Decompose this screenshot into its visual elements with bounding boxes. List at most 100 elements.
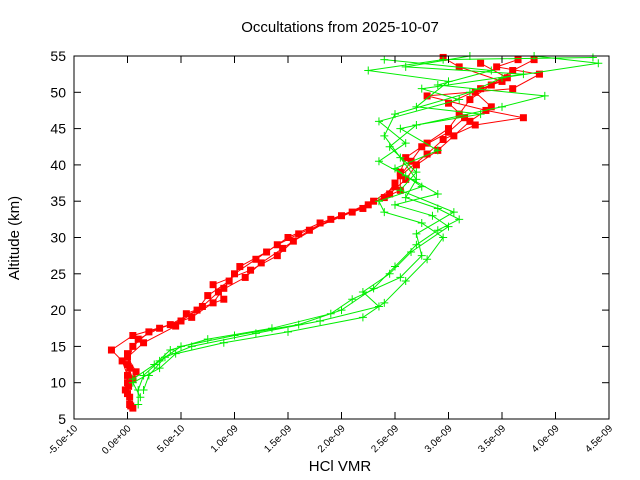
y-tick-label: 45	[50, 121, 66, 137]
series-layer	[107, 52, 603, 412]
data-point	[188, 313, 196, 321]
data-point	[140, 339, 148, 347]
data-point	[358, 313, 367, 322]
data-point	[391, 183, 399, 191]
data-point	[417, 218, 426, 227]
data-point	[374, 302, 383, 311]
data-point	[305, 226, 313, 234]
x-tick-label: 1.0e-09	[209, 423, 241, 455]
data-point	[107, 346, 115, 354]
data-point	[396, 186, 405, 195]
data-point	[444, 77, 453, 86]
series-line	[137, 55, 599, 405]
data-point	[493, 63, 501, 71]
data-point	[348, 208, 356, 216]
data-point	[401, 277, 410, 286]
x-tick-label: 4.5e-09	[583, 423, 615, 455]
data-point	[364, 66, 373, 75]
data-point	[380, 131, 389, 140]
data-point	[326, 309, 335, 318]
data-point	[225, 277, 233, 285]
y-tick-label: 25	[50, 266, 66, 282]
x-tick-label: 4.0e-09	[530, 423, 562, 455]
series-line	[126, 59, 542, 387]
data-point	[263, 248, 271, 256]
data-point	[370, 197, 378, 205]
data-point	[417, 251, 426, 260]
data-point	[445, 128, 452, 136]
data-point	[385, 269, 394, 278]
series-line	[132, 57, 594, 380]
data-point	[380, 208, 389, 217]
data-point	[509, 67, 517, 75]
data-point	[412, 168, 421, 177]
data-point	[144, 371, 153, 380]
data-point	[121, 386, 129, 394]
data-point	[386, 190, 394, 198]
x-tick-label: -5.0e-10	[46, 423, 80, 457]
y-tick-label: 20	[50, 302, 66, 318]
data-point	[423, 150, 431, 158]
data-point	[402, 154, 410, 162]
data-point	[203, 335, 212, 344]
y-tick-label: 55	[50, 48, 66, 64]
data-point	[127, 402, 135, 410]
data-point	[220, 284, 228, 292]
data-point	[380, 298, 389, 307]
data-point	[412, 229, 421, 238]
data-point	[401, 139, 410, 148]
series-2	[128, 52, 603, 409]
data-point	[423, 139, 431, 147]
data-point	[428, 211, 437, 220]
data-point	[136, 393, 145, 402]
data-point	[166, 346, 175, 355]
data-point	[466, 96, 474, 104]
data-point	[236, 263, 244, 271]
data-point	[124, 379, 131, 387]
data-point	[364, 201, 372, 209]
data-point	[125, 382, 133, 390]
data-point	[471, 121, 479, 129]
x-tick-label: 3.5e-09	[476, 423, 508, 455]
data-point	[385, 142, 394, 151]
data-point	[134, 335, 142, 343]
data-point	[455, 110, 463, 118]
data-point	[267, 324, 276, 333]
data-point	[433, 81, 442, 90]
data-point	[509, 85, 517, 93]
data-point	[129, 342, 137, 350]
chart-title: Occultations from 2025-10-07	[241, 19, 439, 36]
data-point	[150, 360, 159, 369]
data-point	[396, 273, 405, 282]
data-point	[503, 74, 511, 82]
data-point	[487, 103, 495, 111]
data-point	[316, 219, 324, 227]
data-point	[540, 91, 549, 100]
data-point	[359, 204, 367, 212]
y-tick-label: 5	[58, 411, 66, 427]
y-tick-label: 40	[50, 157, 66, 173]
data-point	[204, 292, 212, 300]
data-point	[445, 99, 452, 107]
data-point	[588, 53, 597, 62]
data-point	[374, 157, 383, 166]
data-point	[423, 255, 432, 264]
data-point	[348, 295, 357, 304]
data-point	[279, 244, 287, 252]
data-point	[433, 146, 442, 155]
data-point	[412, 120, 421, 129]
data-point	[124, 350, 131, 358]
x-tick-label: 5.0e-10	[155, 423, 187, 455]
data-point	[273, 252, 281, 260]
y-axis-label: Altitude (km)	[6, 196, 23, 280]
data-point	[418, 143, 426, 151]
data-point	[126, 364, 134, 372]
data-point	[519, 70, 528, 79]
data-point	[182, 310, 190, 318]
data-point	[252, 255, 260, 263]
series-line	[126, 59, 535, 409]
data-point	[316, 316, 325, 325]
data-point	[445, 125, 452, 133]
y-tick-label: 15	[50, 338, 66, 354]
